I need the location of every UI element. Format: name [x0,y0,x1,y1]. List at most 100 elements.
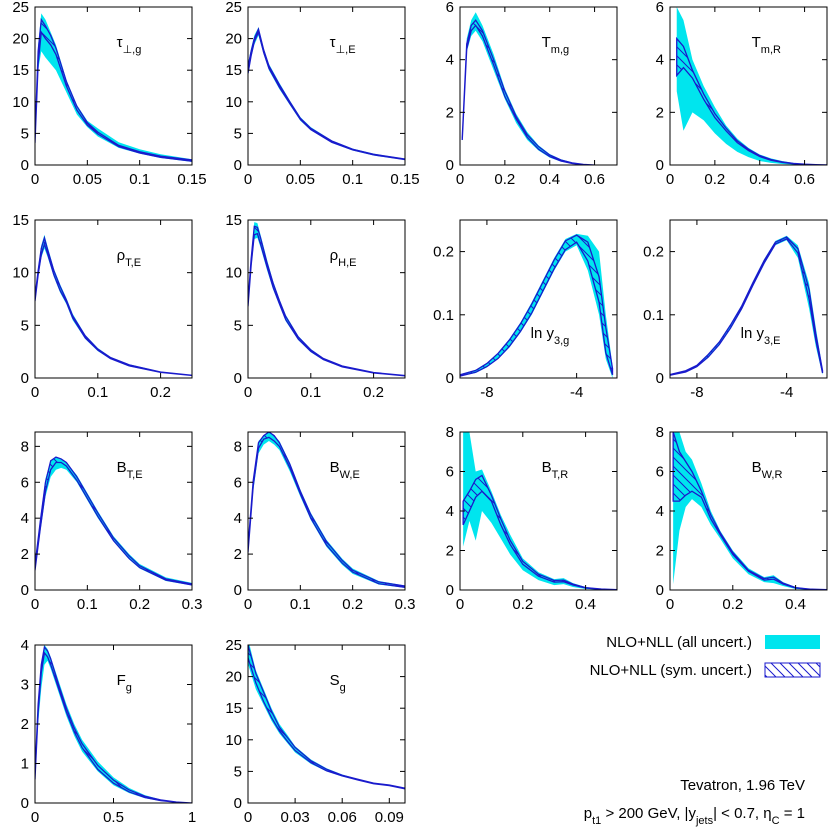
label-sub: m,g [551,44,569,56]
panel-label: BW,R [752,459,783,481]
y-tick-label: 8 [21,438,29,455]
x-tick-label: 0.15 [390,171,419,188]
x-tick-label: 0.4 [785,596,806,613]
x-tick-label: 0 [31,171,39,188]
x-tick-label: -4 [780,384,793,401]
panel-label: τ⊥,E [330,34,356,56]
panel-label: Tm,g [542,34,570,56]
x-tick-label: 0 [244,171,252,188]
x-tick-label: 0.2 [150,384,171,401]
y-tick-label: 0 [21,582,29,599]
x-tick-label: 0 [31,596,39,613]
y-tick-label: 10 [225,265,242,282]
panel: 0 0.05 0.1 0.15 0 5 10 15 20 25 τ⊥,g [12,0,206,188]
label-sub: T,E [127,469,143,481]
sym-uncert-band [461,19,595,165]
all-uncert-band [673,432,827,590]
label-sub: 3,g [554,335,569,347]
label-main: T [752,34,761,51]
y-tick-label: 2 [656,104,664,121]
label-main: T [542,34,551,51]
plot-frame [459,219,618,379]
y-tick-label: 0 [656,370,664,387]
x-tick-label: 0.1 [290,596,311,613]
x-tick-label: 0.2 [129,596,150,613]
y-tick-label: 2 [656,543,664,560]
plot-area [676,7,827,165]
y-tick-label: 0 [21,370,29,387]
plot-area [670,235,824,376]
y-tick-label: 15 [225,700,242,717]
x-tick-label: 0.2 [342,596,363,613]
x-tick-label: 0.1 [342,171,363,188]
all-uncert-band [248,432,405,588]
y-tick-label: 2 [446,543,454,560]
x-tick-label: 0.4 [539,171,560,188]
panel: 0 0.5 1 0 1 2 3 4 Fg [21,637,197,826]
sym-uncert-band [248,225,405,377]
annotation: Tevatron, 1.96 TeV [680,777,805,794]
sym-uncert-band [676,36,827,165]
label-sub: ⊥,E [336,44,356,56]
sym-uncert-band [35,17,192,162]
y-tick-label: 5 [21,125,29,142]
sym-uncert-band [35,235,192,377]
plot-area [35,456,192,586]
panel: 0 0.03 0.06 0.09 0 5 10 15 20 25 Sg [225,637,406,826]
y-tick-label: 20 [225,669,242,686]
all-uncert-band [463,432,617,590]
legend-label: NLO+NLL (all uncert.) [606,634,752,651]
y-tick-label: 6 [446,464,454,481]
label-sub: g [340,682,346,694]
all-uncert-band [35,234,192,376]
label-sub: ⊥,g [123,44,142,56]
all-uncert-band [35,13,192,162]
y-tick-label: 0.2 [433,244,454,261]
x-tick-label: 0 [666,171,674,188]
label-sub: W,R [762,469,783,481]
label-sub: W,E [340,469,360,481]
y-tick-label: 0 [21,157,29,174]
y-tick-label: 25 [12,0,29,16]
plot-frame [247,219,406,379]
plot-frame [247,6,406,166]
x-tick-label: 0.05 [286,171,315,188]
x-tick-label: 0.2 [704,171,725,188]
y-tick-label: 1 [21,756,29,773]
x-tick-label: 0.2 [722,596,743,613]
annotation-part: p [584,805,592,822]
y-tick-label: 4 [21,637,29,654]
y-tick-label: 6 [656,464,664,481]
panel: 0 0.1 0.2 0 5 10 15 ρT,E [12,212,193,401]
plot-frame [459,6,618,166]
sym-uncert-band [35,645,192,803]
y-tick-label: 20 [225,31,242,48]
x-tick-label: 0 [244,596,252,613]
panel: -8 -4 0 0.1 0.2 ln y3,E [643,219,828,401]
plot-area [248,432,405,588]
sym-uncert-band [248,27,405,161]
y-tick-label: 10 [225,732,242,749]
sym-uncert-band [460,234,614,377]
label-sub: 3,E [764,335,781,347]
legend-swatch [764,662,821,678]
label-main: ρ [330,247,339,264]
x-tick-label: 0.5 [103,809,124,826]
label-main: B [330,459,340,476]
plot-area [35,13,192,162]
plot-frame [247,431,406,591]
x-tick-label: 0 [244,809,252,826]
panel-label: BW,E [330,459,360,481]
y-tick-label: 0 [234,582,242,599]
x-tick-label: 0.4 [575,596,596,613]
x-tick-label: 0 [31,384,39,401]
y-tick-label: 5 [234,763,242,780]
panel: 0 0.05 0.1 0.15 0 5 10 15 20 25 τ⊥,E [225,0,419,188]
x-tick-label: -8 [690,384,703,401]
x-tick-label: 0.6 [584,171,605,188]
y-tick-label: 8 [446,424,454,441]
x-tick-label: 0.15 [177,171,206,188]
plot-area [461,12,595,165]
y-tick-label: 0.1 [643,307,664,324]
panel-label: τ⊥,g [117,34,142,56]
